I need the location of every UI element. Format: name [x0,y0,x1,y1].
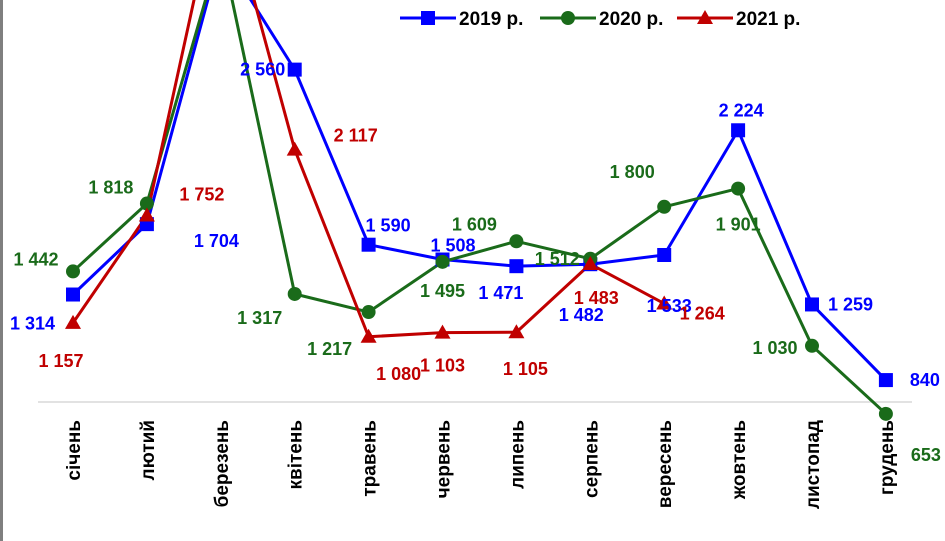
data-point-2-6 [508,324,525,339]
data-label-1-1: 1 818 [88,178,133,198]
legend-label-2: 2021 р. [736,9,800,30]
legend-label-0: 2019 р. [459,9,523,30]
series-line-0 [71,0,887,382]
data-point-1-11 [878,406,893,421]
data-label-0-0: 1 314 [10,314,55,334]
x-tick-label-3: квітень [286,420,307,490]
data-label-0-4: 1 590 [366,216,411,236]
data-point-0-11 [878,373,893,388]
x-tick-label-10: листопад [803,420,824,509]
data-label-0-6: 1 471 [478,283,523,303]
data-label-2-5: 1 103 [420,356,465,376]
data-label-2-8: 1 264 [680,304,725,324]
legend-marker-0 [421,11,435,25]
data-label-0-11: 840 [910,370,940,390]
data-label-1-0: 1 442 [13,249,58,269]
data-label-0-10: 1 259 [828,294,873,314]
data-point-0-8 [657,247,672,262]
data-label-2-4: 1 080 [376,364,421,384]
x-tick-label-1: лютий [138,420,159,481]
data-point-1-6 [509,234,524,249]
legend-marker-2 [697,10,713,24]
x-tick-labels: січень лютий березень квітень травень червень… [64,420,898,509]
x-tick-label-2: березень [212,420,233,507]
data-label-2-6: 1 105 [503,359,548,379]
data-label-0-8: 1 533 [647,296,692,316]
data-label-0-5: 1 508 [430,236,475,256]
data-label-1-10: 1 030 [752,338,797,358]
chart-left-border [0,0,3,541]
data-point-1-10 [805,338,819,353]
data-point-0-10 [805,297,819,312]
series-line-1 [71,0,887,415]
data-label-2-0: 1 157 [38,351,83,371]
data-label-0-9: 2 224 [719,100,764,120]
x-tick-label-4: травень [360,420,381,497]
data-point-1-0 [66,264,80,279]
data-point-2-4 [360,328,377,343]
data-label-2-3: 2 117 [334,126,378,146]
legend: 2019 р. 2020 р. 2021 р. [400,9,800,30]
data-label-2-1: 1 752 [179,184,224,204]
data-point-2-3 [286,141,303,156]
data-label-0-3: 2 560 [240,60,285,80]
data-point-1-3 [287,286,302,301]
data-point-1-8 [657,199,672,214]
legend-marker-1 [561,11,575,25]
data-point-2-0 [65,314,81,329]
legend-label-1: 2020 р. [599,9,663,30]
data-label-1-3: 1 317 [237,308,282,328]
data-point-0-4 [361,237,376,252]
data-point-0-6 [509,259,524,274]
data-label-1-9: 1 901 [716,215,761,235]
x-tick-label-7: серпень [581,420,602,498]
data-point-2-5 [434,324,451,339]
x-tick-label-8: вересень [655,420,676,508]
data-label-1-7: 1 512 [535,249,580,269]
data-point-1-5 [435,254,450,269]
data-label-1-11: 653 [911,445,941,465]
data-label-0-7: 1 482 [559,305,604,325]
x-tick-label-11: грудень [877,420,898,495]
series-markers [65,62,893,421]
data-point-2-8 [656,295,673,310]
data-label-1-5: 1 495 [420,281,465,301]
data-label-1-6: 1 609 [452,214,497,234]
data-label-1-8: 1 800 [610,162,655,182]
data-label-1-4: 1 217 [307,339,352,359]
data-point-0-0 [66,287,80,302]
data-point-2-1 [138,207,155,222]
data-point-0-9 [731,123,746,138]
data-point-2-7 [582,256,599,271]
data-label-0-1: 1 704 [194,231,239,251]
data-point-0-3 [287,62,302,77]
data-point-1-9 [731,181,746,196]
x-tick-label-6: липень [507,420,528,489]
data-point-1-1 [139,196,154,211]
data-label-2-7: 1 483 [574,288,619,308]
x-tick-label-9: жовтень [729,420,750,500]
data-point-1-4 [361,305,376,320]
x-tick-label-5: червень [434,420,455,498]
x-tick-label-0: січень [64,420,85,481]
